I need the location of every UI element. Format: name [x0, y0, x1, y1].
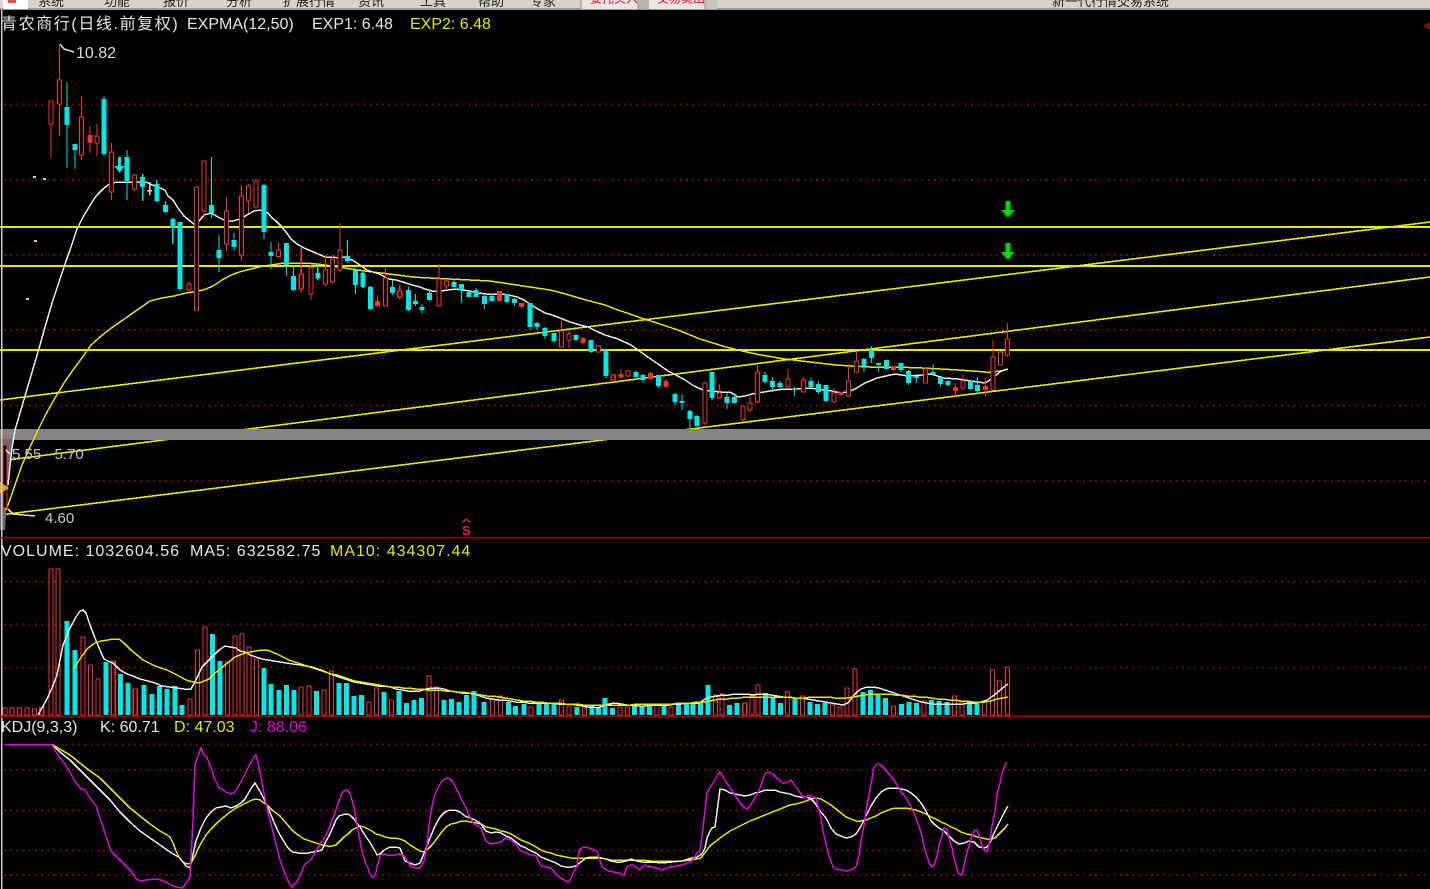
svg-text:报价: 报价	[163, 0, 189, 9]
svg-text:10.82: 10.82	[76, 45, 116, 62]
svg-text:S: S	[462, 523, 471, 538]
svg-text:KDJ(9,3,3): KDJ(9,3,3)	[1, 719, 77, 736]
svg-text:新一代行情交易系统: 新一代行情交易系统	[1052, 0, 1169, 9]
svg-text:帮助: 帮助	[478, 0, 504, 9]
svg-text:K: 60.71: K: 60.71	[100, 719, 160, 736]
svg-text:EXP2: 6.48: EXP2: 6.48	[410, 16, 491, 33]
svg-text:5.55 - 5.70: 5.55 - 5.70	[12, 446, 84, 463]
svg-text:工具: 工具	[420, 0, 446, 9]
svg-text:系统: 系统	[38, 0, 64, 9]
svg-text:D: 47.03: D: 47.03	[174, 719, 235, 736]
svg-text:MA10: 434307.44: MA10: 434307.44	[330, 543, 471, 560]
svg-text:J: 88.06: J: 88.06	[250, 719, 307, 736]
svg-text:MA5: 632582.75: MA5: 632582.75	[190, 543, 321, 560]
svg-text:4.60: 4.60	[45, 510, 74, 527]
svg-text:青农商行(日线.前复权): 青农商行(日线.前复权)	[1, 15, 179, 33]
svg-text:交易卖出: 交易卖出	[657, 0, 705, 6]
svg-text:扩展行情: 扩展行情	[283, 0, 335, 9]
svg-text:分析: 分析	[226, 0, 252, 9]
svg-text:专家: 专家	[530, 0, 556, 9]
svg-text:资讯: 资讯	[358, 0, 384, 9]
svg-text:EXPMA(12,50): EXPMA(12,50)	[187, 16, 294, 33]
svg-text:功能: 功能	[104, 0, 130, 9]
svg-text:委托买入: 委托买入	[590, 0, 638, 6]
svg-text:VOLUME: 1032604.56: VOLUME: 1032604.56	[1, 543, 180, 560]
svg-text:EXP1: 6.48: EXP1: 6.48	[312, 16, 393, 33]
